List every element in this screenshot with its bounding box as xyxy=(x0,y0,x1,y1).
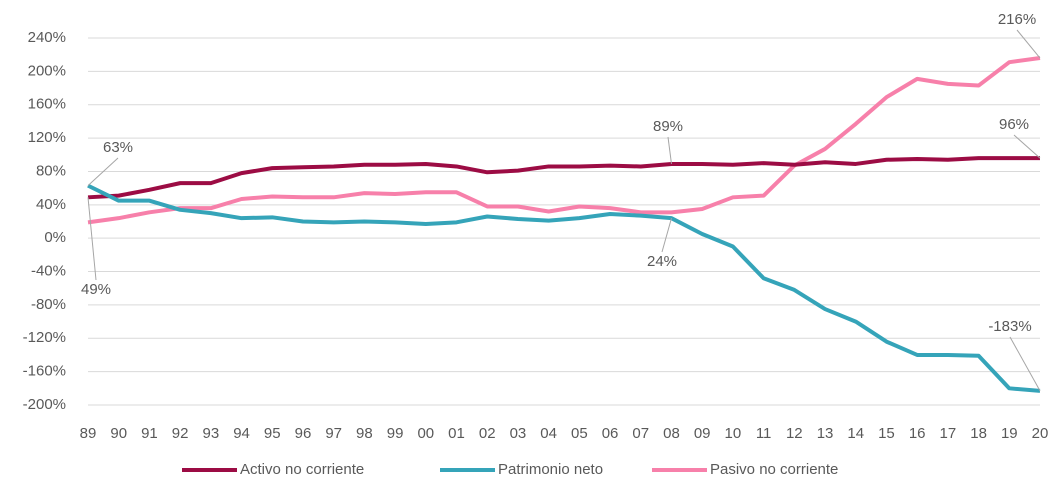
leader-line xyxy=(1009,336,1041,392)
x-tick-label: 95 xyxy=(264,425,281,442)
y-tick-label: 40% xyxy=(36,196,66,213)
y-tick-label: 80% xyxy=(36,162,66,179)
x-tick-label: 17 xyxy=(940,425,957,442)
y-tick-label: 0% xyxy=(44,229,66,246)
x-tick-label: 08 xyxy=(663,425,680,442)
series-line xyxy=(87,156,1040,200)
series-line xyxy=(87,56,1041,225)
x-tick-label: 20 xyxy=(1032,425,1049,442)
data-label: 63% xyxy=(103,139,133,156)
x-tick-label: 93 xyxy=(202,425,219,442)
leader-line xyxy=(1013,134,1041,159)
x-tick-label: 94 xyxy=(233,425,250,442)
y-tick-label: -200% xyxy=(23,396,66,413)
x-tick-label: 97 xyxy=(325,425,342,442)
leader-line xyxy=(661,218,672,253)
y-tick-label: -80% xyxy=(31,296,66,313)
legend-label: Pasivo no corriente xyxy=(710,461,838,478)
leader-line xyxy=(667,136,672,165)
x-tick-label: 02 xyxy=(479,425,496,442)
y-tick-label: 240% xyxy=(28,29,66,46)
x-tick-label: 96 xyxy=(295,425,312,442)
data-label: 89% xyxy=(653,118,683,135)
x-tick-label: 07 xyxy=(632,425,649,442)
x-tick-label: 01 xyxy=(448,425,465,442)
x-tick-label: 14 xyxy=(847,425,864,442)
x-tick-label: 05 xyxy=(571,425,588,442)
y-tick-label: -40% xyxy=(31,263,66,280)
data-label: 96% xyxy=(999,116,1029,133)
data-label: 216% xyxy=(998,11,1036,28)
data-label: 24% xyxy=(647,253,677,270)
data-label: 49% xyxy=(81,281,111,298)
x-tick-label: 91 xyxy=(141,425,158,442)
x-tick-label: 92 xyxy=(172,425,189,442)
y-tick-label: 120% xyxy=(28,129,66,146)
leader-line xyxy=(87,197,97,281)
series-line xyxy=(87,183,1041,393)
y-tick-label: -160% xyxy=(23,363,66,380)
x-tick-label: 18 xyxy=(970,425,987,442)
x-tick-label: 99 xyxy=(387,425,404,442)
x-tick-label: 04 xyxy=(540,425,557,442)
data-label: -183% xyxy=(988,318,1031,335)
x-tick-label: 19 xyxy=(1001,425,1018,442)
leader-line xyxy=(1016,29,1041,59)
x-tick-label: 09 xyxy=(694,425,711,442)
y-tick-label: -120% xyxy=(23,329,66,346)
y-tick-label: 200% xyxy=(28,62,66,79)
x-tick-label: 10 xyxy=(725,425,742,442)
legend-label: Patrimonio neto xyxy=(498,461,603,478)
leader-line xyxy=(87,157,119,187)
x-tick-label: 00 xyxy=(417,425,434,442)
x-tick-label: 89 xyxy=(80,425,97,442)
x-tick-label: 11 xyxy=(756,425,772,442)
x-tick-label: 12 xyxy=(786,425,803,442)
legend-label: Activo no corriente xyxy=(240,461,364,478)
x-tick-label: 98 xyxy=(356,425,373,442)
x-tick-label: 16 xyxy=(909,425,926,442)
x-tick-label: 90 xyxy=(110,425,127,442)
x-tick-label: 06 xyxy=(602,425,619,442)
y-tick-label: 160% xyxy=(28,96,66,113)
x-tick-label: 13 xyxy=(817,425,834,442)
x-tick-label: 15 xyxy=(878,425,895,442)
x-tick-label: 03 xyxy=(510,425,527,442)
